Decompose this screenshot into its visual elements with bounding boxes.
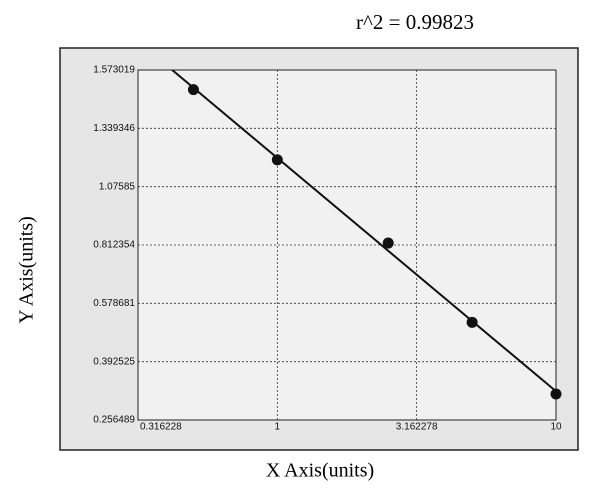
chart-title: r^2 = 0.99823 — [356, 10, 474, 34]
x-axis-label: X Axis(units) — [266, 460, 374, 482]
data-point — [187, 84, 199, 96]
data-point — [550, 388, 562, 400]
y-tick-label: 0.392525 — [93, 356, 135, 367]
fit-line-group — [170, 70, 556, 393]
y-tick-label: 1.339346 — [93, 123, 135, 134]
data-point — [382, 237, 394, 249]
fit-line — [170, 70, 556, 393]
x-tick-label: 1 — [275, 422, 281, 433]
data-point — [271, 154, 283, 166]
y-tick-label: 1.07585 — [99, 181, 136, 192]
y-axis-label: Y Axis(units) — [16, 216, 38, 324]
y-tick-label: 0.578681 — [93, 298, 135, 309]
y-tick-label: 0.256489 — [93, 415, 135, 426]
y-tick-label: 1.573019 — [93, 65, 135, 76]
y-tick-label: 0.812354 — [93, 240, 135, 251]
x-tick-label: 0.316228 — [140, 422, 182, 433]
data-point — [466, 316, 478, 328]
x-tick-label: 10 — [550, 422, 562, 433]
x-tick-label: 3.162278 — [396, 422, 438, 433]
